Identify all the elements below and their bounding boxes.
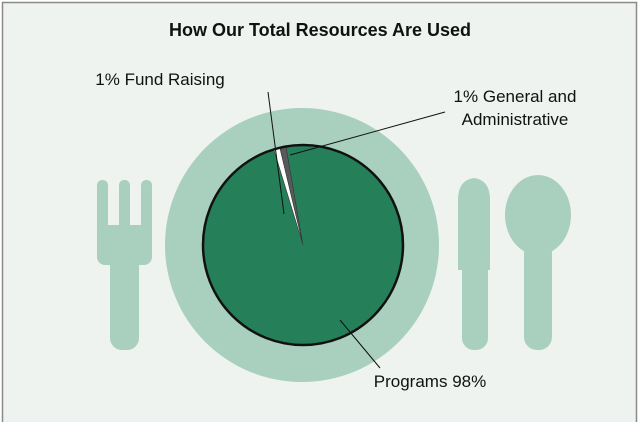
spoon [505, 175, 571, 350]
slice-label: 1% General and Administrative [440, 85, 590, 131]
slice-label: Programs 98% [340, 370, 520, 393]
leader-line [289, 111, 446, 156]
leader-line [339, 319, 381, 369]
pie [202, 144, 404, 346]
category-label: Fund Raising [124, 70, 225, 89]
leader-line [267, 91, 285, 215]
value-label: 98% [452, 372, 487, 391]
fork [97, 180, 152, 350]
knife [458, 178, 490, 350]
value-label: 1% [95, 70, 120, 89]
value-label: 1% [453, 87, 479, 106]
category-label: Programs [373, 372, 448, 391]
category-label: General and Administrative [461, 87, 577, 129]
pie-outline [201, 143, 405, 347]
chart-title: How Our Total Resources Are Used [168, 20, 472, 40]
slice-label: 1% Fund Raising [60, 68, 260, 91]
